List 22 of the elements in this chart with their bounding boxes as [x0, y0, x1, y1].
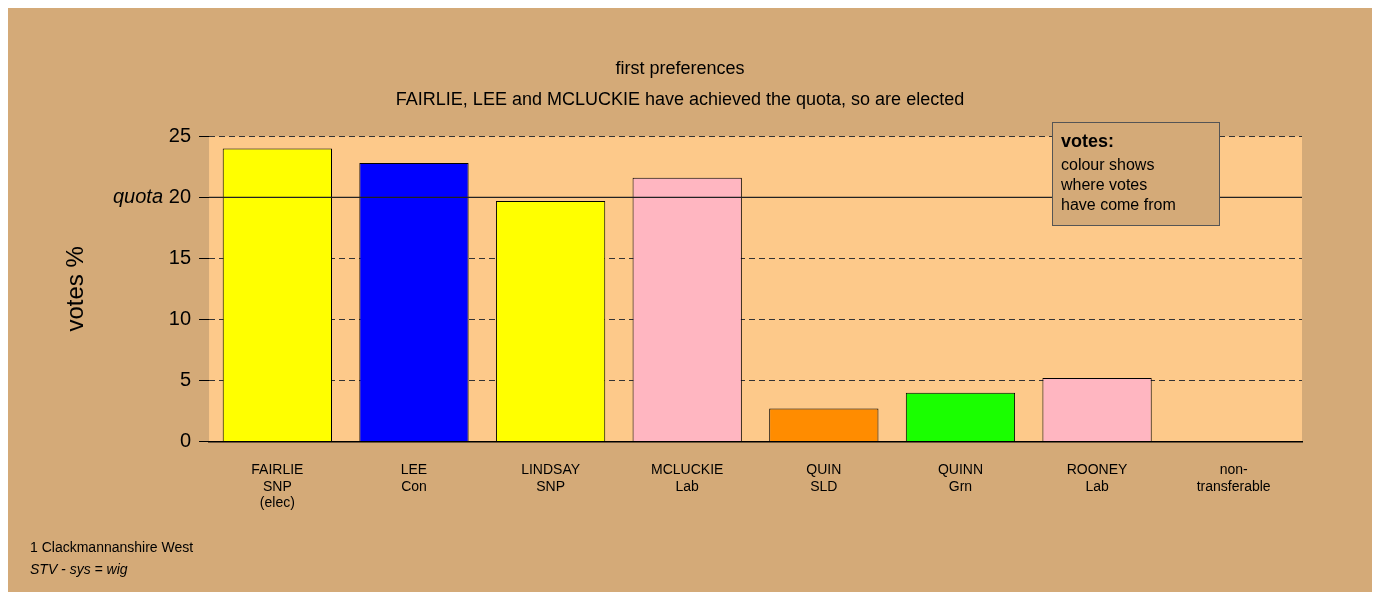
x-tick-label: MCLUCKIE Lab [651, 460, 724, 494]
ref-line-label: quota [112, 184, 164, 207]
x-tick-label: non- transferable [1196, 460, 1271, 494]
y-tick-label: 5 [179, 368, 192, 391]
annotation: colour shows where votes have come from [1061, 155, 1177, 215]
annotation: votes: [1061, 131, 1115, 151]
text: STV - sys = wig [30, 560, 129, 579]
chart-subtitle: FAIRLIE, LEE and MCLUCKIE have achieved the quota, so are elected [395, 89, 965, 110]
x-tick-label: FAIRLIE SNP (elec) [251, 460, 304, 511]
x-tick-label: LEE Con [400, 460, 428, 494]
y-tick-label: 0 [179, 429, 192, 452]
y-tick-label: 20 [168, 184, 192, 207]
y-tick-label: 25 [168, 123, 192, 146]
x-tick-label: QUIN SLD [806, 460, 842, 494]
text: 1 Clackmannanshire West [30, 538, 194, 557]
y-tick-label: 10 [168, 306, 192, 329]
x-tick-label: ROONEY Lab [1066, 460, 1129, 494]
x-tick-label: QUINN Grn [937, 460, 984, 494]
x-tick-label: LINDSAY SNP [521, 460, 581, 494]
chart-title: first preferences [615, 57, 745, 78]
y-tick-label: 15 [168, 245, 192, 268]
y-axis-title: votes % [61, 246, 89, 332]
